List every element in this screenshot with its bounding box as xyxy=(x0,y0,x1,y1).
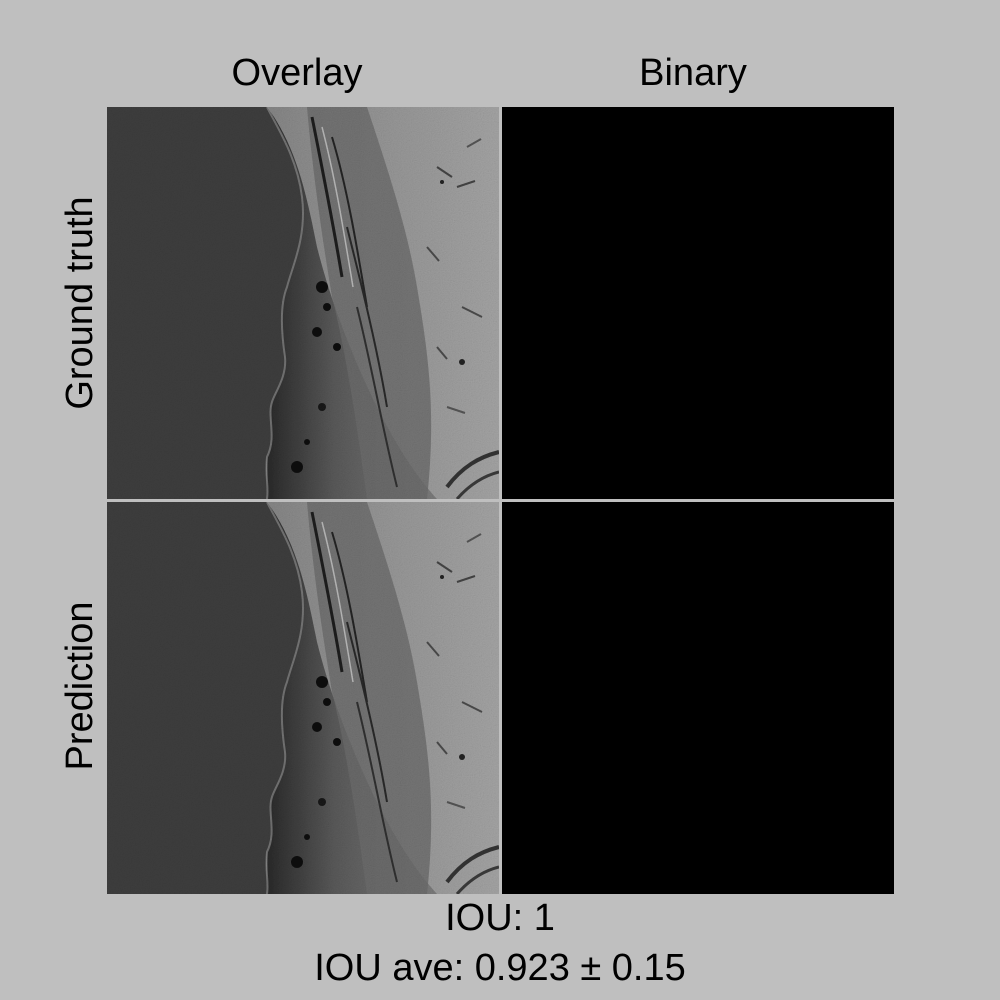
ground-truth-binary-mask xyxy=(502,107,894,499)
prediction-binary-mask xyxy=(502,502,894,894)
iou-score: IOU: 1 xyxy=(445,897,555,939)
prediction-overlay-image xyxy=(107,502,499,894)
ground-truth-overlay-image xyxy=(107,107,499,499)
row-title-prediction: Prediction xyxy=(59,601,101,771)
iou-average: IOU ave: 0.923 ± 0.15 xyxy=(314,947,686,989)
column-title-binary: Binary xyxy=(639,52,747,94)
row-title-ground-truth: Ground truth xyxy=(59,196,101,410)
column-title-overlay: Overlay xyxy=(231,52,363,94)
